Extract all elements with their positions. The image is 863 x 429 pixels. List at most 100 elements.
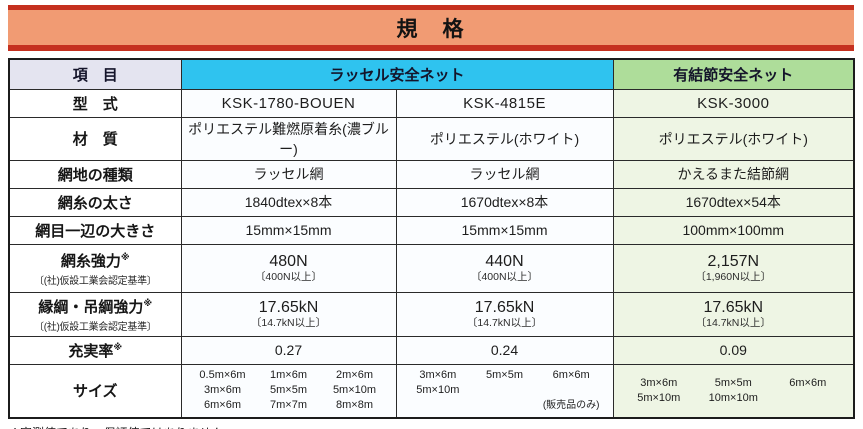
fill-rate-c3: 0.09 <box>612 335 855 365</box>
row-thread-strength: 網糸強力※ 〔(社)仮設工業会認定基準〕 480N 〔400N以上〕 440N … <box>8 243 855 293</box>
thread-strength-c1: 480N 〔400N以上〕 <box>180 243 397 293</box>
thread-strength-standard: 〔(社)仮設工業会認定基準〕 <box>34 275 157 287</box>
row-rope-strength: 縁綱・吊綱強力※ 〔(社)仮設工業会認定基準〕 17.65kN 〔14.7kN以… <box>8 291 855 337</box>
mesh-size-c1: 15mm×15mm <box>180 215 397 245</box>
size-item: 3m×6m <box>640 376 678 389</box>
net-type-c2: ラッセル網 <box>395 159 614 189</box>
sizes-c3: 3m×6m 5m×5m 6m×6m 5m×10m 10m×10m <box>612 363 855 419</box>
thread-strength-c3: 2,157N 〔1,960N以上〕 <box>612 243 855 293</box>
measurement-footnote: ※実測値であり、保証値ではありません。 <box>10 424 863 429</box>
model-ksk1780: KSK-1780-BOUEN <box>180 88 397 118</box>
asterisk-mark: ※ <box>113 341 123 352</box>
row-model: 型 式 KSK-1780-BOUEN KSK-4815E KSK-3000 <box>8 88 855 118</box>
net-type-label: 網地の種類 <box>8 159 182 189</box>
header-knotted-net: 有結節安全ネット <box>612 58 855 90</box>
size-item <box>538 383 605 398</box>
material-c2: ポリエステル(ホワイト) <box>395 116 614 161</box>
row-net-type: 網地の種類 ラッセル網 ラッセル網 かえるまた結節網 <box>8 159 855 189</box>
size-item <box>405 398 472 413</box>
row-material: 材 質 ポリエステル難燃原着糸(濃ブルー) ポリエステル(ホワイト) ポリエステ… <box>8 116 855 161</box>
size-item: 5m×5m <box>270 384 307 397</box>
rope-strength-c1-value: 17.65kN <box>258 298 319 316</box>
thread-size-c2: 1670dtex×8本 <box>395 187 614 217</box>
size-item: 5m×5m <box>714 376 752 389</box>
material-c1: ポリエステル難燃原着糸(濃ブルー) <box>180 116 397 161</box>
fill-rate-c2: 0.24 <box>395 335 614 365</box>
size-item <box>471 383 538 398</box>
size-item: 6m×6m <box>552 369 590 382</box>
size-item: 5m×10m <box>416 384 460 397</box>
rope-strength-c2: 17.65kN 〔14.7kN以上〕 <box>395 291 614 337</box>
rope-strength-c2-min: 〔14.7kN以上〕 <box>466 316 543 329</box>
size-item: 5m×5m <box>486 369 523 382</box>
thread-strength-label-text: 網糸強力 <box>60 252 121 270</box>
thread-size-label: 網糸の太さ <box>8 187 182 217</box>
spec-table: 項 目 ラッセル安全ネット 有結節安全ネット 型 式 KSK-1780-BOUE… <box>8 58 856 419</box>
fill-rate-c1: 0.27 <box>180 335 397 365</box>
size-item: 6m×6m <box>204 399 241 412</box>
thread-strength-label: 網糸強力※ 〔(社)仮設工業会認定基準〕 <box>8 243 182 293</box>
size-item: 6m×6m <box>789 376 827 389</box>
size-item <box>471 398 538 413</box>
size-item: 10m×10m <box>708 391 758 404</box>
fill-rate-label-text: 充実率 <box>68 342 114 360</box>
rope-strength-standard: 〔(社)仮設工業会認定基準〕 <box>34 321 157 333</box>
size-item: 5m×10m <box>637 391 681 404</box>
thread-strength-c1-value: 480N <box>269 252 308 270</box>
size-item: 3m×6m <box>204 384 241 397</box>
model-ksk4815e: KSK-4815E <box>395 88 614 118</box>
size-item: 7m×7m <box>270 399 307 412</box>
size-item: 5m×10m <box>332 384 377 397</box>
model-ksk3000: KSK-3000 <box>612 88 855 118</box>
row-fill-rate: 充実率※ 0.27 0.24 0.09 <box>8 335 855 365</box>
size-item: 1m×6m <box>270 369 307 382</box>
size-item: 0.5m×6m <box>199 369 246 382</box>
page-title: 規 格 <box>396 15 466 41</box>
rope-strength-c1: 17.65kN 〔14.7kN以上〕 <box>180 291 397 337</box>
size-item: 2m×6m <box>336 369 373 382</box>
material-label: 材 質 <box>8 116 182 161</box>
rope-strength-c1-min: 〔14.7kN以上〕 <box>250 316 327 329</box>
thread-strength-c3-min: 〔1,960N以上〕 <box>695 270 772 283</box>
rope-strength-c3-value: 17.65kN <box>703 298 764 316</box>
size-item <box>771 391 846 406</box>
sales-only-note: (販売品のみ) <box>542 400 600 412</box>
mesh-size-c3: 100mm×100mm <box>612 215 855 245</box>
net-type-c1: ラッセル網 <box>180 159 397 189</box>
thread-size-c1: 1840dtex×8本 <box>180 187 397 217</box>
material-c3: ポリエステル(ホワイト) <box>612 116 855 161</box>
header-item: 項 目 <box>8 58 182 90</box>
table-header-row: 項 目 ラッセル安全ネット 有結節安全ネット <box>8 58 855 90</box>
thread-strength-c1-min: 〔400N以上〕 <box>254 270 323 283</box>
row-sizes: サイズ 0.5m×6m 1m×6m 2m×6m 3m×6m 5m×5m 5m×1… <box>8 363 855 419</box>
spec-banner: 規 格 <box>8 5 854 51</box>
net-type-c3: かえるまた結節網 <box>612 159 855 189</box>
sizes-c1-grid: 0.5m×6m 1m×6m 2m×6m 3m×6m 5m×5m 5m×10m 6… <box>184 368 394 413</box>
row-thread-size: 網糸の太さ 1840dtex×8本 1670dtex×8本 1670dtex×5… <box>8 187 855 217</box>
thread-size-c3: 1670dtex×54本 <box>612 187 855 217</box>
sizes-label: サイズ <box>8 363 182 419</box>
mesh-size-c2: 15mm×15mm <box>395 215 614 245</box>
asterisk-mark: ※ <box>143 297 153 308</box>
thread-strength-c3-value: 2,157N <box>707 252 760 270</box>
thread-strength-c2-min: 〔400N以上〕 <box>470 270 539 283</box>
thread-strength-c2-value: 440N <box>485 252 524 270</box>
rope-strength-c2-value: 17.65kN <box>474 298 535 316</box>
header-russel-net: ラッセル安全ネット <box>180 58 614 90</box>
rope-strength-label-text: 縁綱・吊綱強力 <box>38 298 144 316</box>
sizes-c1: 0.5m×6m 1m×6m 2m×6m 3m×6m 5m×5m 5m×10m 6… <box>180 363 397 419</box>
fill-rate-label: 充実率※ <box>8 335 182 365</box>
rope-strength-c3-min: 〔14.7kN以上〕 <box>695 316 771 329</box>
size-item: 3m×6m <box>419 369 457 382</box>
rope-strength-c3: 17.65kN 〔14.7kN以上〕 <box>612 291 855 337</box>
sizes-c2-grid: 3m×6m 5m×5m 6m×6m 5m×10m (販売品のみ) <box>399 368 611 413</box>
sizes-c2: 3m×6m 5m×5m 6m×6m 5m×10m (販売品のみ) <box>395 363 614 419</box>
model-label: 型 式 <box>8 88 182 118</box>
sizes-c3-grid: 3m×6m 5m×5m 6m×6m 5m×10m 10m×10m <box>616 376 852 406</box>
thread-strength-c2: 440N 〔400N以上〕 <box>395 243 614 293</box>
asterisk-mark: ※ <box>120 251 130 262</box>
row-mesh-size: 網目一辺の大きさ 15mm×15mm 15mm×15mm 100mm×100mm <box>8 215 855 245</box>
mesh-size-label: 網目一辺の大きさ <box>8 215 182 245</box>
rope-strength-label: 縁綱・吊綱強力※ 〔(社)仮設工業会認定基準〕 <box>8 291 182 337</box>
